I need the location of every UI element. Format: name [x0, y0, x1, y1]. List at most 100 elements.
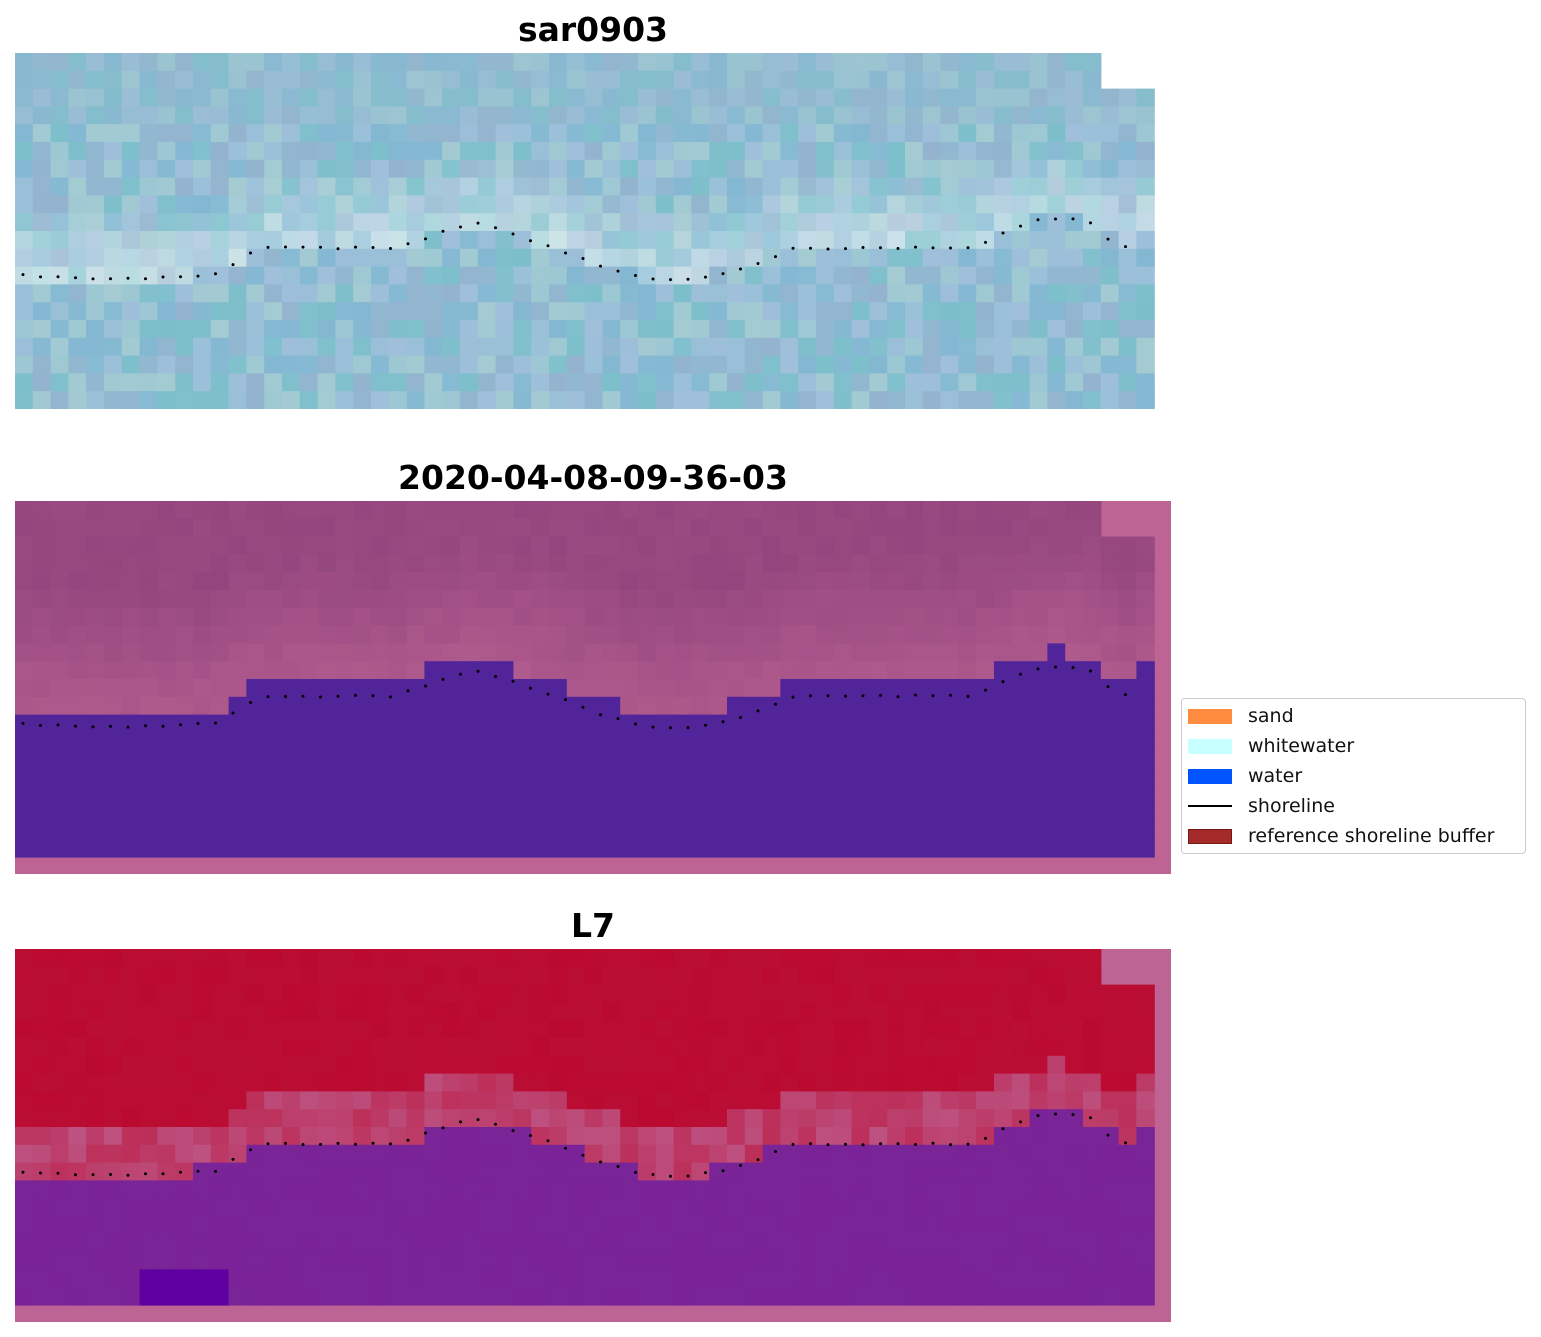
shoreline-point: [1036, 218, 1040, 222]
shoreline-point: [844, 694, 847, 698]
l7-pixel-grid: [15, 949, 1155, 1306]
shoreline-point: [546, 244, 550, 248]
shoreline-point: [826, 694, 830, 698]
classification-image-panel: [15, 501, 1171, 874]
shoreline-point: [599, 713, 602, 717]
legend-item-whitewater: whitewater: [1188, 735, 1354, 757]
shoreline-point: [249, 251, 252, 255]
shoreline-point: [319, 695, 322, 699]
sar-image-panel: [15, 53, 1155, 409]
shoreline-point: [91, 725, 95, 729]
shoreline-point: [424, 684, 427, 688]
shoreline-point: [581, 257, 585, 260]
shoreline-point: [774, 702, 777, 706]
shoreline-point: [826, 247, 830, 251]
shoreline-point: [861, 694, 865, 698]
shoreline-point: [1054, 1112, 1057, 1116]
shoreline-point: [896, 247, 900, 250]
shoreline-point: [844, 247, 847, 251]
shoreline-point: [1124, 245, 1127, 249]
shoreline-point: [301, 245, 305, 249]
legend: sand whitewater water shoreline referenc…: [1181, 698, 1526, 854]
shoreline-point: [406, 1138, 410, 1142]
shoreline-point: [756, 262, 760, 265]
shoreline-point: [371, 694, 375, 698]
shoreline-point: [56, 275, 60, 279]
shoreline-point: [1019, 672, 1022, 676]
shoreline-point: [459, 1120, 462, 1124]
shoreline-point: [686, 726, 690, 730]
shoreline-point: [1001, 680, 1005, 684]
shoreline-point: [739, 716, 742, 719]
shoreline-point: [1054, 217, 1057, 221]
shoreline-point: [809, 1142, 812, 1146]
shoreline-point: [21, 721, 25, 725]
panel-title-l7: L7: [571, 906, 615, 945]
shoreline-point: [564, 698, 567, 702]
shoreline-point: [511, 1129, 515, 1133]
shoreline-point: [704, 1171, 707, 1175]
shoreline-point: [126, 1173, 130, 1177]
shoreline-point: [599, 264, 602, 268]
shoreline-point: [879, 1142, 882, 1146]
shoreline-point: [214, 721, 217, 725]
shoreline-point: [424, 1131, 427, 1135]
shoreline-point: [1089, 1116, 1092, 1120]
shoreline-point: [21, 1170, 25, 1174]
shoreline-point: [74, 1173, 77, 1177]
shoreline-point: [1001, 231, 1005, 235]
shoreline-point: [441, 677, 445, 681]
shoreline-point: [1019, 224, 1022, 228]
shoreline-point: [686, 277, 690, 281]
shoreline-point: [1106, 685, 1110, 689]
legend-item-water: water: [1188, 765, 1302, 787]
shoreline-point: [564, 251, 567, 255]
shoreline-point: [459, 672, 462, 676]
shoreline-point: [354, 693, 357, 697]
shoreline-point: [1071, 217, 1075, 221]
shoreline-point: [966, 246, 970, 250]
panel-title-sar: sar0903: [517, 10, 669, 49]
legend-label-whitewater: whitewater: [1248, 735, 1355, 757]
shoreline-point: [1001, 1127, 1005, 1131]
shoreline-point: [774, 255, 777, 259]
legend-line-shoreline: [1188, 805, 1232, 807]
shoreline-point: [56, 723, 60, 727]
shoreline-point: [791, 246, 795, 250]
shoreline-point: [599, 1160, 602, 1164]
shoreline-point: [1124, 1141, 1127, 1145]
shoreline-point: [266, 1142, 270, 1146]
legend-label-water: water: [1248, 765, 1303, 787]
legend-swatch-whitewater: [1188, 738, 1232, 754]
shoreline-point: [721, 1169, 725, 1173]
shoreline-point: [109, 724, 112, 728]
shoreline-point: [231, 263, 235, 267]
shoreline-point: [739, 267, 742, 271]
shoreline-point: [774, 1150, 777, 1153]
shoreline-point: [39, 724, 42, 727]
shoreline-point: [494, 1122, 497, 1126]
shoreline-point: [984, 1136, 987, 1140]
legend-item-reference-buffer: reference shoreline buffer: [1188, 825, 1494, 847]
shoreline-point: [371, 246, 375, 249]
shoreline-point: [669, 1174, 672, 1178]
shoreline-point: [616, 717, 620, 721]
shoreline-point: [249, 1148, 252, 1152]
shoreline-point: [336, 1141, 340, 1145]
shoreline-point: [109, 277, 112, 281]
shoreline-point: [1036, 1114, 1040, 1118]
shoreline-point: [301, 694, 305, 698]
shoreline-point: [1124, 693, 1127, 697]
shoreline-point: [1106, 1133, 1110, 1137]
shoreline-point: [791, 1142, 795, 1146]
legend-item-shoreline: shoreline: [1188, 795, 1335, 817]
shoreline-point: [231, 1157, 235, 1161]
shoreline-point: [984, 240, 987, 244]
sar-pixel-grid: [15, 53, 1155, 409]
shoreline-point: [494, 226, 497, 230]
shoreline-point: [949, 246, 952, 250]
shoreline-point: [914, 1143, 917, 1146]
shoreline-point: [1036, 667, 1040, 671]
shoreline-point: [669, 278, 672, 282]
l7-image-panel: [15, 949, 1171, 1322]
